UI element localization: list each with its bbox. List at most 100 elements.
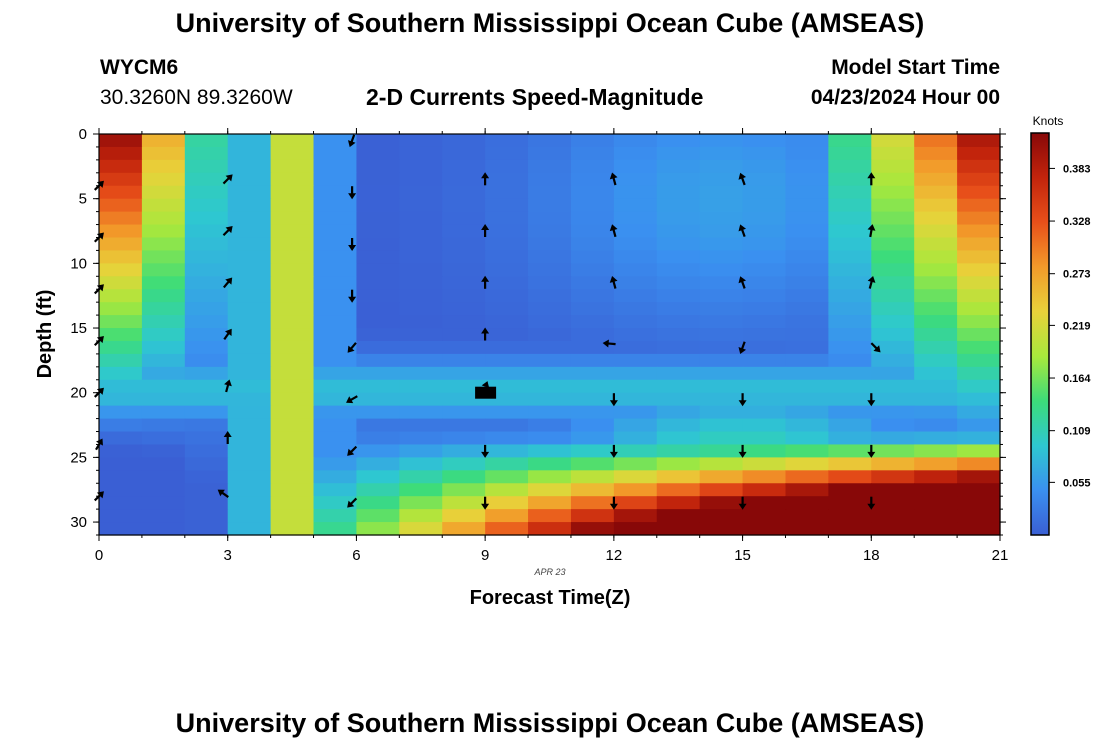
x-tick-label: 9 [481,547,489,564]
current-arrow [481,275,490,289]
heatmap-cell [570,237,615,252]
colorbar-label: Knots [1033,114,1064,128]
heatmap-cell [914,198,958,213]
heatmap-cell [957,276,1001,290]
heatmap-cell [184,134,229,148]
heatmap-cell [699,315,744,329]
heatmap-cell [785,405,829,420]
colorbar-tick-label: 0.383 [1063,163,1091,175]
heatmap-cell [656,159,701,174]
heatmap-cell [442,328,486,342]
heatmap-cell [99,392,143,407]
current-arrow [609,172,618,186]
heatmap-cell [828,302,872,316]
heatmap-cell [528,328,572,342]
heatmap-cell [227,172,272,187]
heatmap-cell [399,522,443,536]
heatmap-cell [613,444,658,458]
heatmap-cell [914,418,958,433]
heatmap-cell [785,198,829,213]
heatmap-cell [442,302,486,316]
heatmap-cell [699,470,744,484]
heatmap-cell [313,302,358,316]
heatmap-cell [184,353,229,368]
heatmap-cell [613,418,658,433]
heatmap-cell [399,198,443,213]
heatmap-cell [570,328,615,342]
heatmap-cell [442,340,486,355]
heatmap-cell [828,185,872,200]
heatmap-cell [99,328,143,342]
plot-frame [98,133,1001,536]
heatmap-cell [957,146,1001,161]
heatmap-cell [399,134,443,148]
heatmap-cell [957,470,1001,484]
heatmap-cell [914,522,958,536]
model-start-value: 04/23/2024 Hour 00 [810,86,1000,109]
heatmap-cell [356,289,400,303]
heatmap-cell [613,276,658,290]
heatmap-cell [871,302,915,316]
heatmap-cell [99,522,143,536]
heatmap-cell [227,134,272,148]
heatmap-cell [871,379,915,394]
heatmap-cell [227,263,272,277]
heatmap-cell [141,134,186,148]
heatmap-cell [270,431,315,446]
heatmap-cell [528,470,572,484]
heatmap-cell [141,392,186,407]
heatmap-cell [828,224,872,239]
heatmap-cell [957,496,1001,510]
heatmap-cell [656,134,701,148]
date-label: APR 23 [533,567,565,577]
heatmap-cell [957,224,1001,239]
heatmap-cell [570,392,615,407]
heatmap-cell [227,224,272,239]
heatmap-cell [184,340,229,355]
current-arrow [224,379,232,393]
heatmap-cell [570,431,615,446]
heatmap-cell [742,146,787,161]
heatmap-cell [99,470,143,484]
heatmap-cell [742,263,787,277]
heatmap-cell [356,146,400,161]
heatmap-cell [356,315,400,329]
heatmap-cell [399,457,443,471]
current-arrow [870,342,881,353]
station-id: WYCM6 [100,56,179,79]
heatmap-cell [570,457,615,471]
heatmap-cell [399,263,443,277]
heatmap-cell [957,379,1001,394]
heatmap-cell [442,159,486,174]
heatmap-cell [871,483,915,497]
heatmap-cell [528,263,572,277]
y-tick-label: 10 [70,255,87,272]
heatmap-cell [99,379,143,394]
heatmap-cell [656,289,701,303]
heatmap-cell [699,418,744,433]
heatmap-cell [442,379,486,394]
heatmap-cell [485,353,529,368]
heatmap-cell [785,146,829,161]
current-arrow [738,341,747,354]
heatmap-cell [570,250,615,264]
heatmap-cell [184,237,229,252]
heatmap-cell [270,134,315,148]
heatmap-cell [184,185,229,200]
heatmap-cell [742,379,787,394]
heatmap-cell [871,172,915,187]
heatmap-cell [99,172,143,187]
heatmap-cell [99,405,143,420]
heatmap-cell [871,353,915,368]
heatmap-cell [313,159,358,174]
heatmap-cell [613,379,658,394]
heatmap-cell [141,379,186,394]
heatmap-cell [528,509,572,523]
x-tick-label: 12 [606,547,623,564]
heatmap-cell [828,418,872,433]
heatmap-cell [99,483,143,497]
heatmap-cell [485,276,529,290]
heatmap-cell [399,276,443,290]
heatmap-cell [570,146,615,161]
heatmap-cell [270,211,315,226]
